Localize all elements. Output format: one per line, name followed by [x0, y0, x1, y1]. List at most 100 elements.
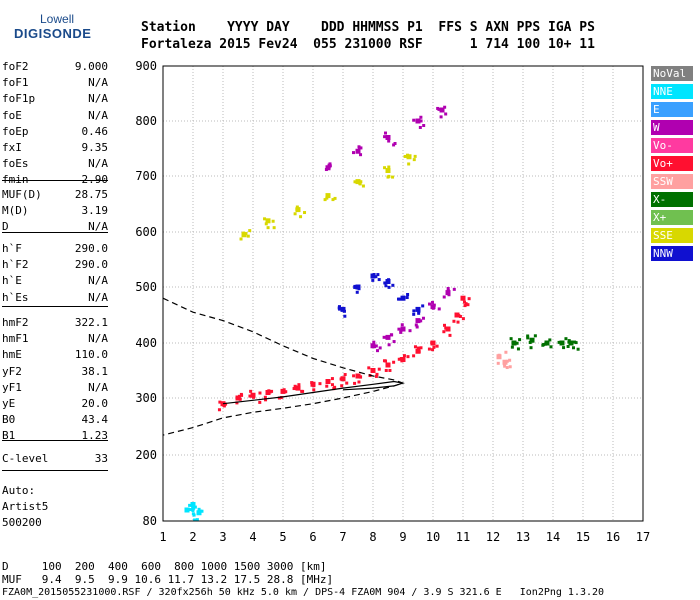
echo-speck [406, 355, 410, 359]
y-tick-label: 900 [135, 59, 157, 73]
param-foe: foE N/A [2, 109, 108, 123]
param-value: 9.35 [81, 141, 109, 154]
echo-speck [337, 305, 341, 309]
param-key: D [2, 220, 9, 234]
echo-speck [412, 309, 416, 313]
echo-speck [355, 290, 359, 294]
param-value: N/A [88, 220, 108, 234]
echo-point [196, 510, 202, 516]
echo-speck [412, 118, 416, 122]
echo-speck [323, 198, 327, 202]
param-key: hmE [2, 348, 22, 362]
logo-line1: Lowell [40, 12, 75, 26]
echo-speck [189, 508, 193, 512]
y-tick-label: 700 [135, 169, 157, 183]
echo-speck [541, 343, 545, 347]
param-value: 110.0 [74, 348, 108, 362]
echo-speck [419, 115, 423, 119]
echo-speck [383, 166, 387, 170]
echo-speck [277, 396, 281, 400]
echo-speck [557, 340, 561, 344]
param-md: M(D) 3.19 [2, 204, 108, 218]
param-key: h`Es [2, 290, 29, 304]
echo-speck [526, 334, 530, 338]
x-tick-label: 10 [426, 530, 440, 544]
echo-speck [400, 323, 404, 327]
echo-point [385, 168, 391, 173]
param-fof1p: foF1p N/A [2, 92, 108, 106]
param-fof2: foF2 9.000 [2, 60, 108, 74]
echo-point [385, 362, 391, 368]
echo-speck [456, 320, 460, 324]
echo-speck [399, 330, 403, 334]
echo-speck [407, 162, 411, 166]
echo-speck [437, 107, 441, 111]
x-tick-label: 6 [309, 530, 316, 544]
footer-file-info: FZA0M_2015055231000.RSF / 320fx256h 50 k… [2, 587, 605, 598]
echo-speck [295, 205, 299, 209]
legend-item-w: W [651, 120, 693, 135]
x-tick-label: 2 [189, 530, 196, 544]
param-key: h`F [2, 242, 22, 255]
echo-speck [357, 287, 361, 291]
echo-speck [333, 196, 337, 200]
echo-speck [397, 327, 401, 331]
echo-speck [435, 344, 439, 348]
echo-speck [566, 344, 570, 348]
param-fmin: fmin 2.90 [2, 173, 108, 187]
echo-speck [419, 319, 423, 323]
param-hes: h`Es N/A [2, 291, 108, 305]
param-yf1: yF1 N/A [2, 381, 108, 395]
echo-speck [516, 347, 520, 351]
param-value: 3.19 [81, 204, 109, 218]
x-tick-label: 14 [546, 530, 560, 544]
echo-point [355, 179, 361, 185]
echo-speck [376, 349, 380, 353]
echo-speck [406, 293, 410, 297]
param-clevel: C-level 33 [2, 452, 108, 466]
echo-points [184, 105, 580, 522]
echo-speck [376, 273, 380, 277]
echo-speck [408, 329, 412, 333]
param-b1: B1 1.23 [2, 429, 108, 443]
echo-speck [452, 287, 456, 291]
echo-speck [361, 184, 365, 188]
echo-speck [193, 518, 197, 522]
param-key: B0 [2, 413, 16, 427]
echo-speck [188, 503, 192, 507]
param-hmf2: hmF2 322.1 [2, 316, 108, 330]
echo-speck [422, 124, 426, 128]
echo-speck [374, 275, 378, 279]
legend-item-e: E [651, 102, 693, 117]
echo-point [241, 232, 247, 238]
echo-speck [372, 273, 376, 277]
y-tick-label: 800 [135, 114, 157, 128]
echo-speck [330, 383, 334, 387]
echo-speck [240, 393, 244, 397]
echo-speck [418, 125, 422, 129]
echo-speck [458, 314, 462, 318]
param-value: N/A [88, 108, 108, 122]
param-value: N/A [88, 332, 108, 346]
param-value: N/A [88, 76, 108, 90]
echo-point [529, 337, 535, 343]
echo-speck [310, 381, 314, 385]
x-tick-label: 8 [369, 530, 376, 544]
echo-speck [373, 345, 377, 349]
echo-speck [352, 374, 356, 378]
x-tick-label: 7 [339, 530, 346, 544]
echo-speck [391, 175, 395, 179]
echo-speck [184, 508, 188, 512]
echo-speck [300, 389, 304, 393]
echo-point [415, 118, 421, 124]
echo-speck [328, 164, 332, 168]
x-tick-label: 3 [219, 530, 226, 544]
param-value: 38.1 [81, 364, 109, 378]
legend-item-noval: NoVal [651, 66, 693, 81]
echo-speck [415, 325, 419, 329]
echo-speck [390, 333, 394, 337]
echo-speck [431, 348, 435, 352]
echo-speck [447, 293, 451, 297]
echo-speck [353, 285, 357, 289]
echo-speck [413, 345, 417, 349]
